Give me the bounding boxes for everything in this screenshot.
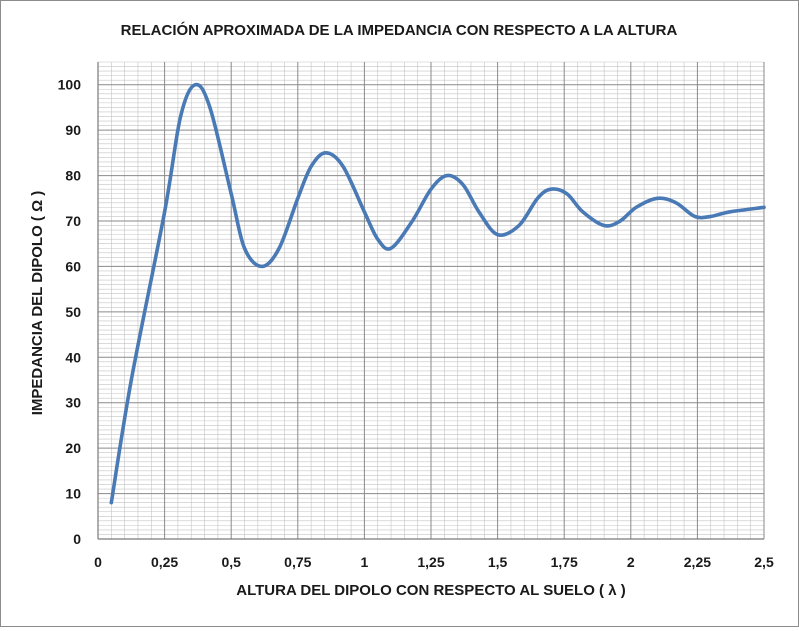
x-axis-title: ALTURA DEL DIPOLO CON RESPECTO AL SUELO … — [236, 582, 625, 599]
y-tick-label: 50 — [65, 304, 81, 320]
x-tick-label: 0,75 — [284, 554, 311, 570]
y-tick-label: 0 — [73, 531, 81, 547]
impedance-line — [109, 82, 766, 505]
x-tick-label: 2 — [627, 554, 635, 570]
x-tick-label: 0,25 — [151, 554, 178, 570]
y-tick-label: 80 — [65, 168, 81, 184]
x-tick-label: 2,5 — [754, 554, 774, 570]
y-tick-labels: 0 10 20 30 40 50 60 70 80 90 100 — [58, 77, 82, 547]
y-tick-label: 10 — [65, 486, 81, 502]
x-tick-label: 0 — [94, 554, 102, 570]
chart-title: RELACIÓN APROXIMADA DE LA IMPEDANCIA CON… — [121, 21, 678, 39]
y-tick-label: 40 — [65, 349, 81, 365]
x-tick-labels: 0 0,25 0,5 0,75 1 1,25 1,5 1,75 2 2,25 2,5 — [94, 554, 774, 570]
y-tick-label: 20 — [65, 440, 81, 456]
y-tick-label: 100 — [58, 77, 82, 93]
series-group — [109, 82, 766, 505]
x-tick-label: 2,25 — [684, 554, 711, 570]
y-tick-label: 70 — [65, 213, 81, 229]
plot-grid — [97, 61, 765, 540]
y-tick-label: 30 — [65, 395, 81, 411]
x-tick-label: 1 — [361, 554, 369, 570]
x-tick-label: 1,5 — [488, 554, 508, 570]
plot-axes — [97, 62, 764, 540]
y-tick-label: 60 — [65, 258, 81, 274]
x-tick-label: 1,75 — [551, 554, 578, 570]
y-axis-title: IMPEDANCIA DEL DIPOLO ( Ω ) — [29, 191, 46, 416]
x-tick-label: 1,25 — [417, 554, 444, 570]
y-tick-label: 90 — [65, 122, 81, 138]
x-tick-label: 0,5 — [221, 554, 241, 570]
